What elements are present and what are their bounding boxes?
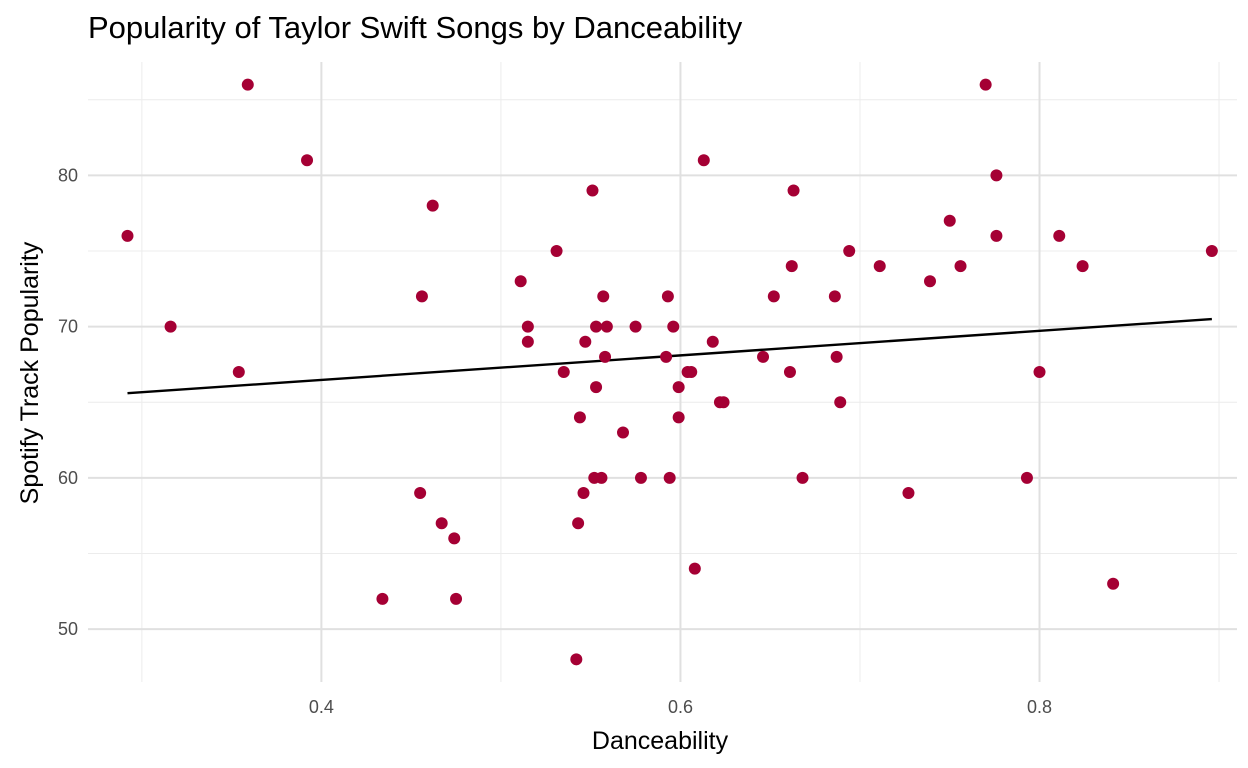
data-point	[717, 396, 730, 409]
data-point	[241, 78, 254, 91]
data-point	[595, 471, 608, 484]
data-point	[1076, 260, 1089, 273]
data-point	[521, 320, 534, 333]
data-point	[121, 229, 134, 242]
data-point	[376, 592, 389, 605]
data-point	[688, 562, 701, 575]
data-point	[435, 517, 448, 530]
data-point	[164, 320, 177, 333]
data-point	[954, 260, 967, 273]
data-point	[787, 184, 800, 197]
data-point	[672, 411, 685, 424]
major-gridlines	[88, 62, 1237, 682]
data-point	[990, 229, 1003, 242]
data-point	[757, 350, 770, 363]
data-point	[634, 471, 647, 484]
data-point	[1020, 471, 1033, 484]
data-point	[902, 486, 915, 499]
x-tick-label: 0.6	[668, 697, 693, 717]
data-point	[783, 366, 796, 378]
y-axis-title: Spotify Track Popularity	[16, 241, 44, 504]
data-point	[597, 290, 610, 303]
y-axis-tick-labels: 50 60 70 80	[58, 165, 78, 639]
data-point	[828, 290, 841, 303]
data-point	[843, 245, 856, 258]
data-point	[579, 335, 592, 348]
x-axis-title: Danceability	[592, 727, 729, 755]
data-point	[600, 320, 613, 333]
data-point	[1053, 229, 1066, 242]
data-point	[830, 350, 843, 363]
data-point	[796, 471, 809, 484]
data-point	[550, 245, 563, 258]
data-point	[232, 366, 245, 378]
data-point	[1107, 577, 1120, 590]
data-point	[873, 260, 886, 273]
data-point	[667, 320, 680, 333]
data-point	[599, 350, 612, 363]
data-point	[661, 290, 674, 303]
data-point	[590, 320, 603, 333]
data-points	[121, 78, 1218, 666]
data-point	[301, 154, 314, 167]
data-point	[990, 169, 1003, 182]
data-point	[414, 486, 427, 499]
data-point	[570, 653, 583, 666]
data-point	[706, 335, 719, 348]
y-tick-label: 60	[58, 468, 78, 488]
data-point	[448, 532, 461, 545]
x-tick-label: 0.8	[1027, 697, 1052, 717]
data-point	[586, 184, 599, 197]
data-point	[577, 486, 590, 499]
data-point	[1205, 245, 1218, 258]
data-point	[785, 260, 798, 273]
data-point	[834, 396, 847, 409]
data-point	[557, 366, 570, 378]
data-point	[426, 199, 439, 212]
data-point	[663, 471, 676, 484]
minor-gridlines	[88, 62, 1237, 682]
data-point	[697, 154, 710, 167]
data-point	[617, 426, 630, 439]
data-point	[415, 290, 428, 303]
x-tick-label: 0.4	[309, 697, 334, 717]
data-point	[979, 78, 992, 91]
data-point	[450, 592, 463, 605]
data-point	[943, 214, 956, 227]
chart-title: Popularity of Taylor Swift Songs by Danc…	[88, 10, 743, 45]
data-point	[660, 350, 673, 363]
data-point	[629, 320, 642, 333]
data-point	[572, 517, 585, 530]
data-point	[573, 411, 586, 424]
y-tick-label: 80	[58, 165, 78, 185]
data-point	[590, 381, 603, 394]
y-tick-label: 50	[58, 619, 78, 639]
data-point	[685, 366, 698, 378]
data-point	[767, 290, 780, 303]
data-point	[521, 335, 534, 348]
y-tick-label: 70	[58, 317, 78, 337]
x-axis-tick-labels: 0.4 0.6 0.8	[309, 697, 1052, 717]
data-point	[924, 275, 937, 288]
data-point	[1033, 366, 1046, 378]
data-point	[514, 275, 527, 288]
data-point	[672, 381, 685, 394]
